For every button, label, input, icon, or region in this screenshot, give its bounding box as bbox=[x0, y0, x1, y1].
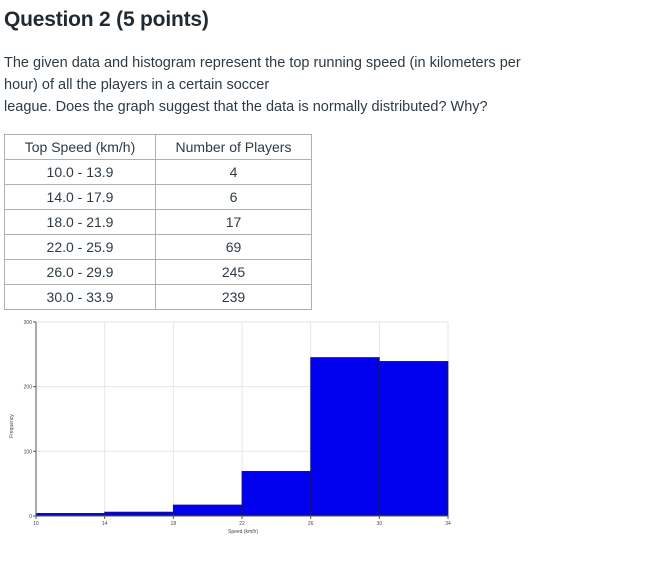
x-tick-label: 14 bbox=[102, 521, 108, 527]
prompt-line: hour) of all the players in a certain so… bbox=[4, 77, 270, 93]
prompt-line: league. Does the graph suggest that the … bbox=[4, 99, 488, 115]
prompt-line: The given data and histogram represent t… bbox=[4, 55, 521, 71]
table-row: 14.0 - 17.9 6 bbox=[4, 184, 312, 210]
histogram-bar bbox=[241, 470, 312, 517]
y-tick-label: 100 bbox=[24, 449, 33, 455]
table-header-row: Top Speed (km/h) Number of Players bbox=[4, 134, 312, 160]
speed-cell: 26.0 - 29.9 bbox=[4, 259, 156, 285]
y-tick-label: 200 bbox=[24, 385, 33, 391]
column-header-speed: Top Speed (km/h) bbox=[4, 134, 156, 160]
table-row: 22.0 - 25.9 69 bbox=[4, 234, 312, 260]
column-header-players: Number of Players bbox=[155, 134, 312, 160]
x-tick-label: 10 bbox=[33, 521, 39, 527]
speed-cell: 10.0 - 13.9 bbox=[4, 159, 156, 185]
count-cell: 239 bbox=[155, 284, 312, 310]
speed-cell: 18.0 - 21.9 bbox=[4, 209, 156, 235]
table-row: 26.0 - 29.9 245 bbox=[4, 259, 312, 285]
x-tick-label: 22 bbox=[239, 521, 245, 527]
x-tick-label: 30 bbox=[377, 521, 383, 527]
table-row: 18.0 - 21.9 17 bbox=[4, 209, 312, 235]
x-axis-label: Speed (km/h) bbox=[228, 529, 258, 535]
histogram-bar bbox=[172, 504, 243, 517]
y-axis-label: Frequency bbox=[9, 414, 15, 438]
count-cell: 6 bbox=[155, 184, 312, 210]
count-cell: 4 bbox=[155, 159, 312, 185]
count-cell: 17 bbox=[155, 209, 312, 235]
question-title: Question 2 (5 points) bbox=[4, 8, 209, 31]
histogram-bar bbox=[310, 357, 380, 517]
x-tick-label: 18 bbox=[171, 521, 177, 527]
x-tick-label: 26 bbox=[308, 521, 314, 527]
table-row: 10.0 - 13.9 4 bbox=[4, 159, 312, 185]
x-tick-label: 34 bbox=[445, 521, 451, 527]
histogram-svg: Frequency Speed (km/h) 0 100 200 300 10 14 18 2… bbox=[9, 320, 451, 535]
data-table: Top Speed (km/h) Number of Players 10.0 … bbox=[4, 134, 312, 310]
question-prompt: The given data and histogram represent t… bbox=[4, 52, 564, 118]
histogram-bar bbox=[378, 361, 449, 517]
y-tick-label: 0 bbox=[29, 514, 32, 520]
count-cell: 69 bbox=[155, 234, 312, 260]
count-cell: 245 bbox=[155, 259, 312, 285]
histogram-bar bbox=[104, 511, 174, 517]
histogram-chart: Frequency Speed (km/h) 0 100 200 300 10 14 18 2… bbox=[0, 312, 470, 549]
speed-cell: 30.0 - 33.9 bbox=[4, 284, 156, 310]
speed-cell: 22.0 - 25.9 bbox=[4, 234, 156, 260]
speed-cell: 14.0 - 17.9 bbox=[4, 184, 156, 210]
y-tick-label: 300 bbox=[24, 320, 33, 326]
table-row: 30.0 - 33.9 239 bbox=[4, 284, 312, 310]
